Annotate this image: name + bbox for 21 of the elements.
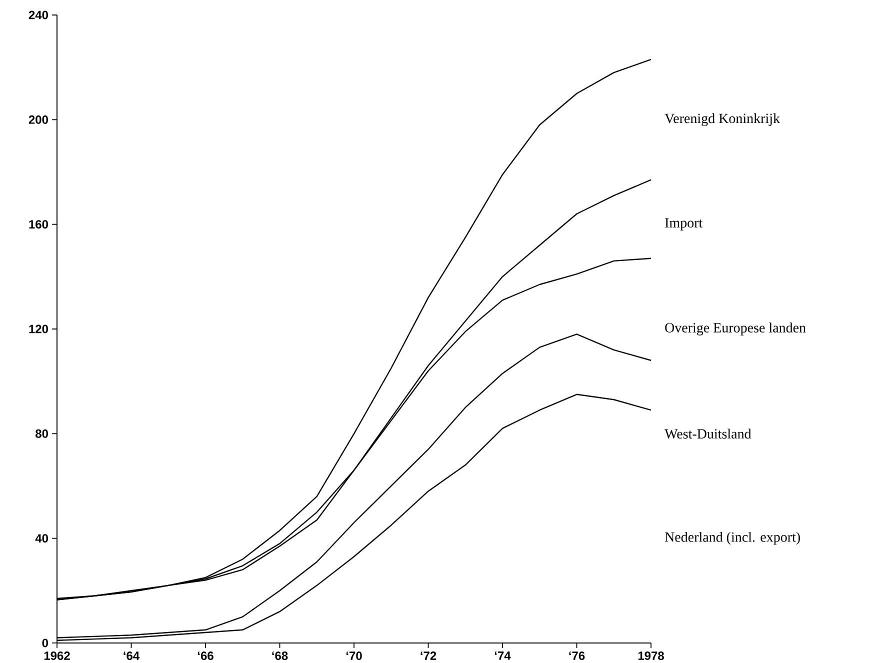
x-tick-label: ‘70 [346,652,362,660]
x-tick-label: ‘74 [494,652,511,660]
x-tick-label: ‘76 [569,652,585,660]
y-tick-label: 200 [28,115,48,124]
text: Nederland (incl. export) [664,532,800,545]
x-tick-label: ‘72 [420,652,436,660]
y-tick-label: 0 [42,638,48,648]
y-tick-label: 160 [29,220,48,229]
x-tick-label: 1962 [44,652,70,660]
x-tick-label: ‘68 [272,652,288,660]
y-tick-label: 80 [36,429,48,438]
x-tick-label: ‘64 [124,652,140,660]
text: Overige Europese landen [665,322,806,336]
text: Verenigd Koninkrijk [664,113,780,126]
x-tick-label: 1978 [638,652,664,660]
y-tick-label: 120 [29,324,48,334]
text: Import [665,218,703,230]
y-tick-label: 40 [35,534,48,543]
text: West-Duitsland [664,428,752,439]
x-tick-label: ‘66 [198,652,214,660]
y-tick-label: 240 [28,10,48,20]
